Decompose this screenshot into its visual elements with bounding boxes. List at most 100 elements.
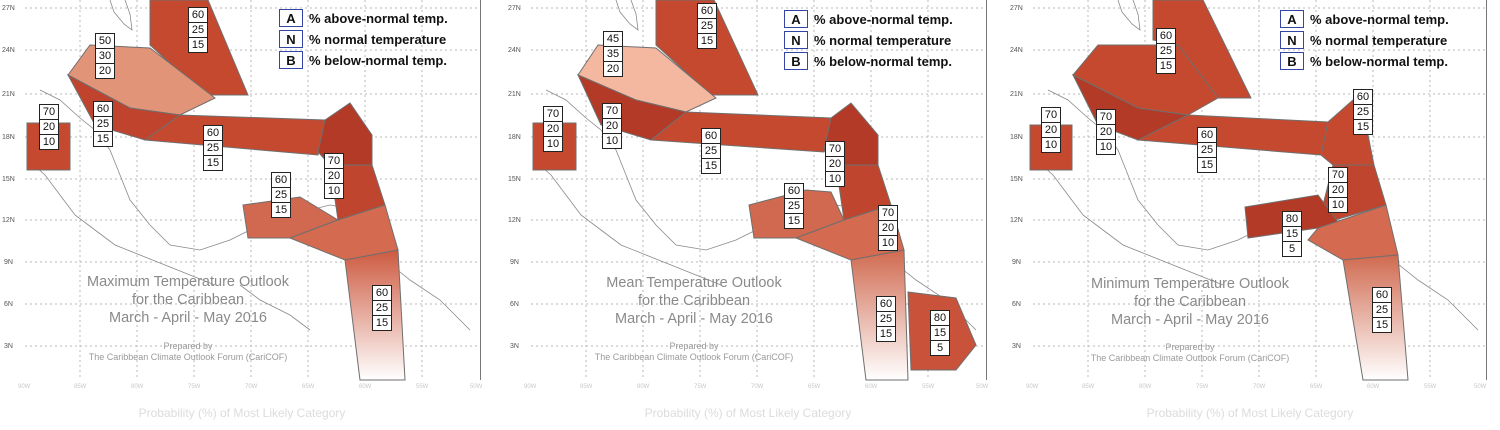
lat-axis-labels: 27N 24N 21N 18N 15N 12N 9N 6N 3N bbox=[508, 5, 521, 350]
probability-box-trinidad: 70 20 10 bbox=[1328, 167, 1348, 213]
map-panel-mean: 27N 24N 21N 18N 15N 12N 9N 6N 3N 90W 85W… bbox=[506, 0, 990, 430]
lat-tick: 15N bbox=[1010, 176, 1023, 183]
legend-item-above: A% above-normal temp. bbox=[1280, 9, 1449, 29]
footer-caption: Probability (%) of Most Likely Category bbox=[644, 406, 852, 420]
lon-tick: 65W bbox=[302, 384, 315, 390]
probability-box-cuba-west: 60 25 15 bbox=[93, 101, 113, 147]
probability-box-bahamas-cuba: 45 35 20 bbox=[603, 31, 623, 77]
lat-tick: 12N bbox=[2, 217, 15, 224]
footer-caption: Probability (%) of Most Likely Category bbox=[1146, 406, 1354, 420]
probability-box-cuba-west: 70 20 10 bbox=[602, 103, 622, 149]
outlook-regions bbox=[532, 0, 977, 381]
outlook-regions bbox=[1029, 0, 1409, 381]
lat-tick: 21N bbox=[508, 91, 521, 98]
probability-box-guianas: 60 25 15 bbox=[372, 285, 392, 331]
probability-box-suriname-guiana: 80 15 5 bbox=[930, 310, 950, 356]
legend-item-below: B% below-normal temp. bbox=[279, 50, 447, 70]
probability-box-greater-antilles: 60 25 15 bbox=[1197, 127, 1217, 173]
probability-box-lesser-antilles-north: 60 25 15 bbox=[1353, 89, 1373, 135]
map-credit: Prepared by The Caribbean Climate Outlook… bbox=[594, 341, 794, 362]
probability-box-guianas: 60 25 15 bbox=[1372, 287, 1392, 333]
lat-tick: 18N bbox=[1010, 134, 1023, 141]
probability-box-bahamas-north: 60 25 15 bbox=[188, 7, 208, 53]
lat-axis-labels: 27N 24N 21N 18N 15N 12N 9N 6N 3N bbox=[1010, 5, 1023, 350]
map-credit: Prepared by The Caribbean Climate Outlook… bbox=[88, 341, 288, 362]
lat-tick: 27N bbox=[1010, 5, 1023, 12]
lon-tick: 50W bbox=[470, 384, 483, 390]
lat-tick: 6N bbox=[4, 301, 13, 308]
lon-tick: 85W bbox=[1082, 384, 1095, 390]
lat-tick: 9N bbox=[4, 259, 13, 266]
lat-tick: 24N bbox=[508, 47, 521, 54]
lat-tick: 6N bbox=[510, 301, 519, 308]
lon-tick: 90W bbox=[524, 384, 537, 390]
lon-tick: 60W bbox=[359, 384, 372, 390]
lat-tick: 15N bbox=[508, 176, 521, 183]
lat-tick: 12N bbox=[1010, 217, 1023, 224]
lon-tick: 50W bbox=[976, 384, 989, 390]
probability-box-bahamas-north: 60 25 15 bbox=[697, 3, 717, 49]
legend-item-above: A% above-normal temp. bbox=[784, 9, 953, 29]
legend-item-normal: N% normal temperature bbox=[1280, 30, 1447, 50]
legend-item-normal: N% normal temperature bbox=[279, 29, 446, 49]
lon-tick: 60W bbox=[1367, 384, 1380, 390]
map-canvas: 27N 24N 21N 18N 15N 12N 9N 6N 3N 90W 85W… bbox=[1010, 0, 1488, 390]
lon-tick: 75W bbox=[694, 384, 707, 390]
map-title: Minimum Temperature Outlook for the Carib… bbox=[1091, 276, 1289, 328]
lon-tick: 70W bbox=[245, 384, 258, 390]
lon-tick: 70W bbox=[751, 384, 764, 390]
probability-box-trinidad: 70 20 10 bbox=[878, 205, 898, 251]
legend-item-below: B% below-normal temp. bbox=[1280, 51, 1448, 71]
lon-tick: 55W bbox=[922, 384, 935, 390]
probability-box-belize: 70 20 10 bbox=[543, 106, 563, 152]
lat-tick: 24N bbox=[1010, 47, 1023, 54]
probability-box-lesser-antilles-north: 70 20 10 bbox=[825, 141, 845, 187]
legend-item-above: A% above-normal temp. bbox=[279, 8, 448, 28]
probability-box-greater-antilles: 60 25 15 bbox=[203, 125, 223, 171]
probability-box-cuba-west: 70 20 10 bbox=[1096, 109, 1116, 155]
lat-tick: 12N bbox=[508, 217, 521, 224]
probability-box-abc-islands: 60 25 15 bbox=[271, 172, 291, 218]
lon-tick: 80W bbox=[131, 384, 144, 390]
probability-box-bahamas-north: 60 25 15 bbox=[1156, 28, 1176, 74]
probability-box-abc-islands: 80 15 5 bbox=[1282, 211, 1302, 257]
lon-tick: 90W bbox=[1026, 384, 1039, 390]
lon-tick: 50W bbox=[1474, 384, 1487, 390]
lon-axis-labels: 90W 85W 80W 75W 70W 65W 60W 55W 50W bbox=[18, 384, 483, 390]
lon-axis-labels: 90W 85W 80W 75W 70W 65W 60W 55W 50W bbox=[1026, 384, 1487, 390]
map-panel-maximum: 27N 24N 21N 18N 15N 12N 9N 6N 3N 90W 85W… bbox=[0, 0, 484, 430]
map-title: Maximum Temperature Outlook for the Carib… bbox=[86, 274, 289, 326]
lon-tick: 60W bbox=[865, 384, 878, 390]
lon-tick: 85W bbox=[74, 384, 87, 390]
map-canvas: 27N 24N 21N 18N 15N 12N 9N 6N 3N 90W 85W… bbox=[508, 0, 989, 390]
probability-box-bahamas-cuba: 50 30 20 bbox=[95, 33, 115, 79]
map-frame bbox=[1008, 0, 1487, 380]
map-frame bbox=[0, 0, 481, 380]
lat-tick: 6N bbox=[1012, 301, 1021, 308]
probability-box-abc-islands: 60 25 15 bbox=[784, 183, 804, 229]
legend-item-below: B% below-normal temp. bbox=[784, 51, 952, 71]
lat-tick: 3N bbox=[510, 343, 519, 350]
legend-item-normal: N% normal temperature bbox=[784, 30, 951, 50]
lon-tick: 80W bbox=[1139, 384, 1152, 390]
lon-tick: 55W bbox=[416, 384, 429, 390]
lat-tick: 15N bbox=[2, 176, 15, 183]
lon-tick: 70W bbox=[1253, 384, 1266, 390]
lon-tick: 55W bbox=[1424, 384, 1437, 390]
footer-caption: Probability (%) of Most Likely Category bbox=[138, 406, 346, 420]
probability-box-belize: 70 20 10 bbox=[1041, 107, 1061, 153]
probability-box-lesser-antilles-north: 70 20 10 bbox=[324, 153, 344, 199]
lat-tick: 21N bbox=[2, 91, 15, 98]
map-credit: Prepared by The Caribbean Climate Outlook… bbox=[1090, 342, 1290, 363]
lat-tick: 24N bbox=[2, 47, 15, 54]
lat-tick: 21N bbox=[1010, 91, 1023, 98]
lon-tick: 80W bbox=[637, 384, 650, 390]
lon-axis-labels: 90W 85W 80W 75W 70W 65W 60W 55W 50W bbox=[524, 384, 989, 390]
lat-tick: 3N bbox=[1012, 343, 1021, 350]
lat-tick: 18N bbox=[2, 134, 15, 141]
probability-box-belize: 70 20 10 bbox=[39, 104, 59, 150]
lon-tick: 75W bbox=[188, 384, 201, 390]
probability-box-guyana: 60 25 15 bbox=[876, 296, 896, 342]
lon-tick: 75W bbox=[1196, 384, 1209, 390]
lat-tick: 9N bbox=[1012, 259, 1021, 266]
